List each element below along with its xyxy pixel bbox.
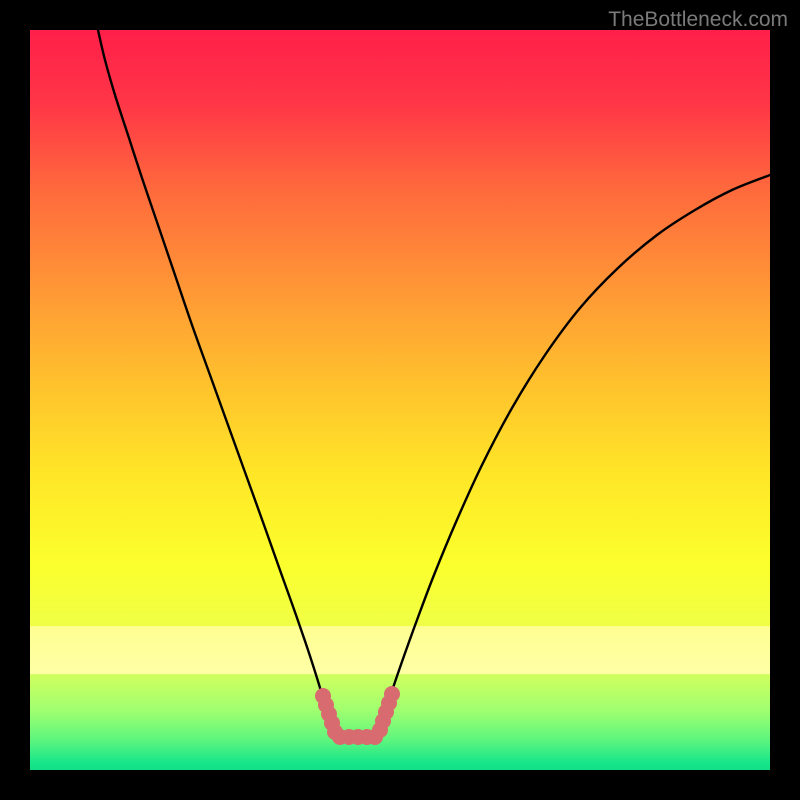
watermark-text: TheBottleneck.com xyxy=(608,8,788,32)
highlight-dot xyxy=(384,686,400,702)
highlight-u xyxy=(315,686,400,745)
bottleneck-curve xyxy=(98,30,770,740)
curve-layer xyxy=(30,30,770,770)
plot-area xyxy=(30,30,770,770)
